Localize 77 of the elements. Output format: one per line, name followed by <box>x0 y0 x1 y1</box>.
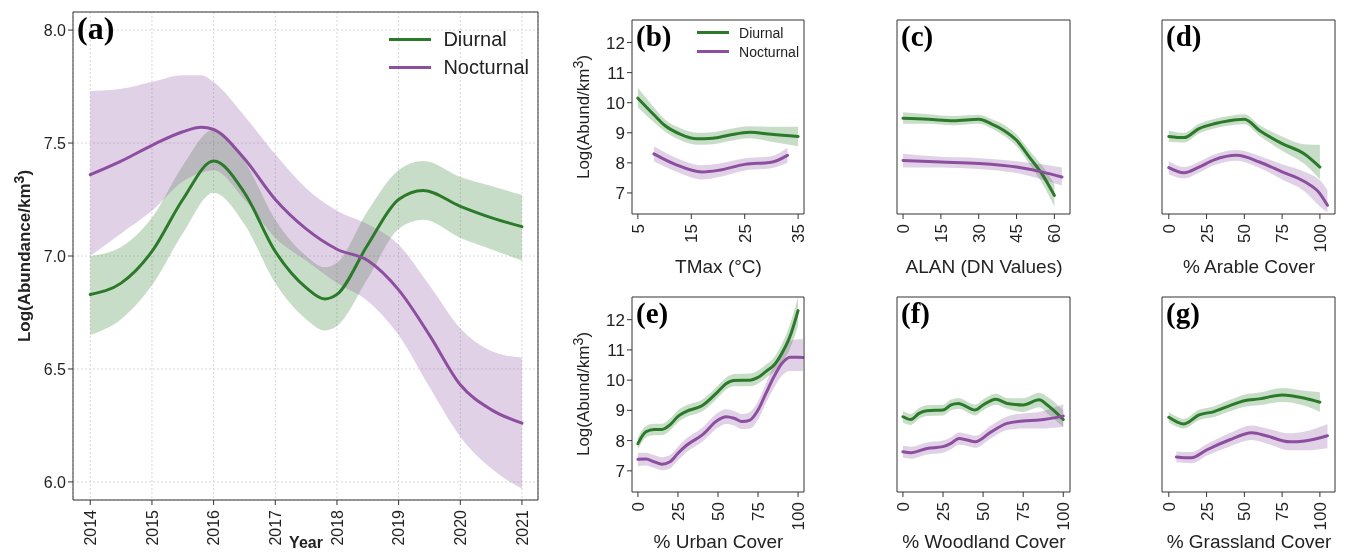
y-tick-label: 10 <box>606 93 625 113</box>
x-tick-label: 100 <box>1054 502 1074 531</box>
x-axis-title: % Woodland Cover <box>902 531 1066 553</box>
y-tick-label: 12 <box>606 310 625 330</box>
x-tick-label: 5 <box>628 224 648 234</box>
chart-title: (b) <box>636 20 672 53</box>
x-axis-title: Year <box>289 534 323 552</box>
x-axis-title: TMax (°C) <box>675 256 762 278</box>
x-tick-label: 15 <box>682 224 702 243</box>
y-tick-label: 7 <box>615 183 625 203</box>
y-tick-label: 6.0 <box>43 473 67 491</box>
chart-title: (c) <box>901 20 934 53</box>
x-tick-label: 0 <box>1159 224 1179 234</box>
y-tick-label: 7.0 <box>43 247 67 265</box>
y-tick-label: 11 <box>607 340 625 360</box>
chart-title: (e) <box>636 297 669 330</box>
y-tick-label: 8.0 <box>43 21 67 39</box>
x-tick-label: 75 <box>1273 502 1293 521</box>
x-axis-title: ALAN (DN Values) <box>905 256 1063 278</box>
x-tick-label: 2014 <box>81 509 99 546</box>
line-series <box>88 159 524 301</box>
y-tick-label: 7.5 <box>43 134 67 152</box>
line-series <box>636 96 800 141</box>
y-tick-label: 8 <box>615 431 625 451</box>
x-tick-label: 2019 <box>390 509 408 546</box>
x-axis-title: % Arable Cover <box>1182 256 1316 278</box>
x-tick-label: 75 <box>748 502 768 521</box>
line-series <box>88 125 524 425</box>
x-tick-label: 50 <box>708 502 728 521</box>
x-tick-label: 100 <box>789 502 809 531</box>
y-tick-label: 9 <box>615 123 625 143</box>
legend-label: Nocturnal <box>739 43 799 60</box>
y-tick-label: 11 <box>607 63 625 83</box>
x-tick-label: 0 <box>1159 502 1179 512</box>
x-tick-label: 2020 <box>451 509 469 546</box>
x-tick-label: 25 <box>1197 224 1217 243</box>
legend-label: Diurnal <box>739 24 784 41</box>
x-axis-title: % Urban Cover <box>653 531 784 553</box>
x-tick-label: 0 <box>628 502 648 512</box>
chart-title: (g) <box>1166 297 1200 330</box>
chart-title: (d) <box>1166 20 1202 53</box>
line-series <box>652 152 789 174</box>
x-tick-label: 15 <box>931 224 951 243</box>
x-tick-label: 2018 <box>328 509 346 546</box>
line-series <box>636 355 804 466</box>
x-tick-label: 0 <box>893 502 913 512</box>
legend-label: Nocturnal <box>443 55 529 79</box>
x-tick-label: 25 <box>735 224 755 243</box>
x-tick-label: 100 <box>1310 224 1330 253</box>
x-tick-label: 50 <box>974 502 994 521</box>
y-tick-label: 8 <box>615 153 625 173</box>
x-tick-label: 75 <box>1273 224 1293 243</box>
x-tick-label: 35 <box>789 224 809 243</box>
y-tick-label: 10 <box>606 371 625 391</box>
x-tick-label: 2015 <box>143 509 161 546</box>
x-tick-label: 2016 <box>205 509 223 546</box>
x-tick-label: 60 <box>1045 224 1065 243</box>
x-tick-label: 2021 <box>513 509 531 546</box>
x-tick-label: 2017 <box>266 509 284 546</box>
y-tick-label: 9 <box>615 401 625 421</box>
x-tick-label: 100 <box>1310 502 1330 531</box>
x-tick-label: 25 <box>933 502 953 521</box>
x-tick-label: 0 <box>894 224 913 234</box>
y-tick-label: 6.5 <box>43 360 67 378</box>
y-tick-label: 12 <box>606 33 625 53</box>
chart-title: (a) <box>77 10 115 47</box>
x-tick-label: 75 <box>1014 502 1034 521</box>
x-tick-label: 45 <box>1007 224 1027 243</box>
x-tick-label: 50 <box>1235 502 1255 521</box>
x-tick-label: 25 <box>668 502 688 521</box>
x-tick-label: 30 <box>969 224 989 243</box>
x-axis-title: % Grassland Cover <box>1166 531 1332 553</box>
legend-label: Diurnal <box>443 27 507 51</box>
x-tick-label: 25 <box>1197 502 1217 521</box>
y-tick-label: 7 <box>615 461 625 481</box>
chart-title: (f) <box>901 297 930 330</box>
x-tick-label: 50 <box>1235 224 1255 243</box>
